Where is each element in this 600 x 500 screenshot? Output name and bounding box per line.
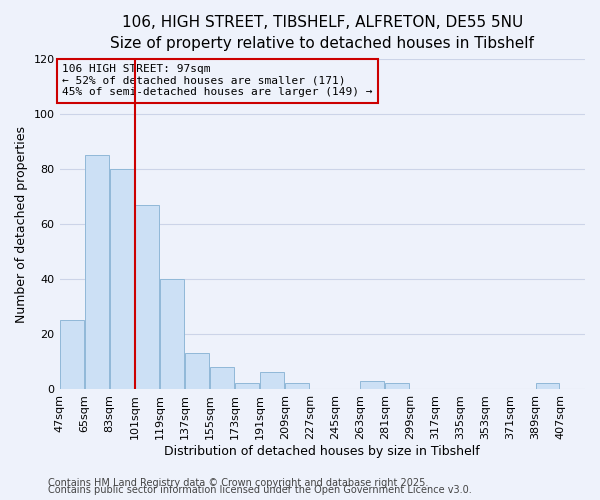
Bar [210,367,234,389]
Bar [160,279,184,389]
Bar [85,156,109,389]
Text: Contains HM Land Registry data © Crown copyright and database right 2025.: Contains HM Land Registry data © Crown c… [48,478,428,488]
Bar [361,380,384,389]
Bar [135,205,159,389]
Bar [260,372,284,389]
Bar [235,384,259,389]
Bar [110,169,134,389]
Bar [60,320,84,389]
X-axis label: Distribution of detached houses by size in Tibshelf: Distribution of detached houses by size … [164,444,480,458]
Bar [536,384,559,389]
Bar [185,353,209,389]
Bar [385,384,409,389]
Text: Contains public sector information licensed under the Open Government Licence v3: Contains public sector information licen… [48,485,472,495]
Y-axis label: Number of detached properties: Number of detached properties [15,126,28,322]
Title: 106, HIGH STREET, TIBSHELF, ALFRETON, DE55 5NU
Size of property relative to deta: 106, HIGH STREET, TIBSHELF, ALFRETON, DE… [110,15,534,51]
Text: 106 HIGH STREET: 97sqm
← 52% of detached houses are smaller (171)
45% of semi-de: 106 HIGH STREET: 97sqm ← 52% of detached… [62,64,373,98]
Bar [285,384,309,389]
